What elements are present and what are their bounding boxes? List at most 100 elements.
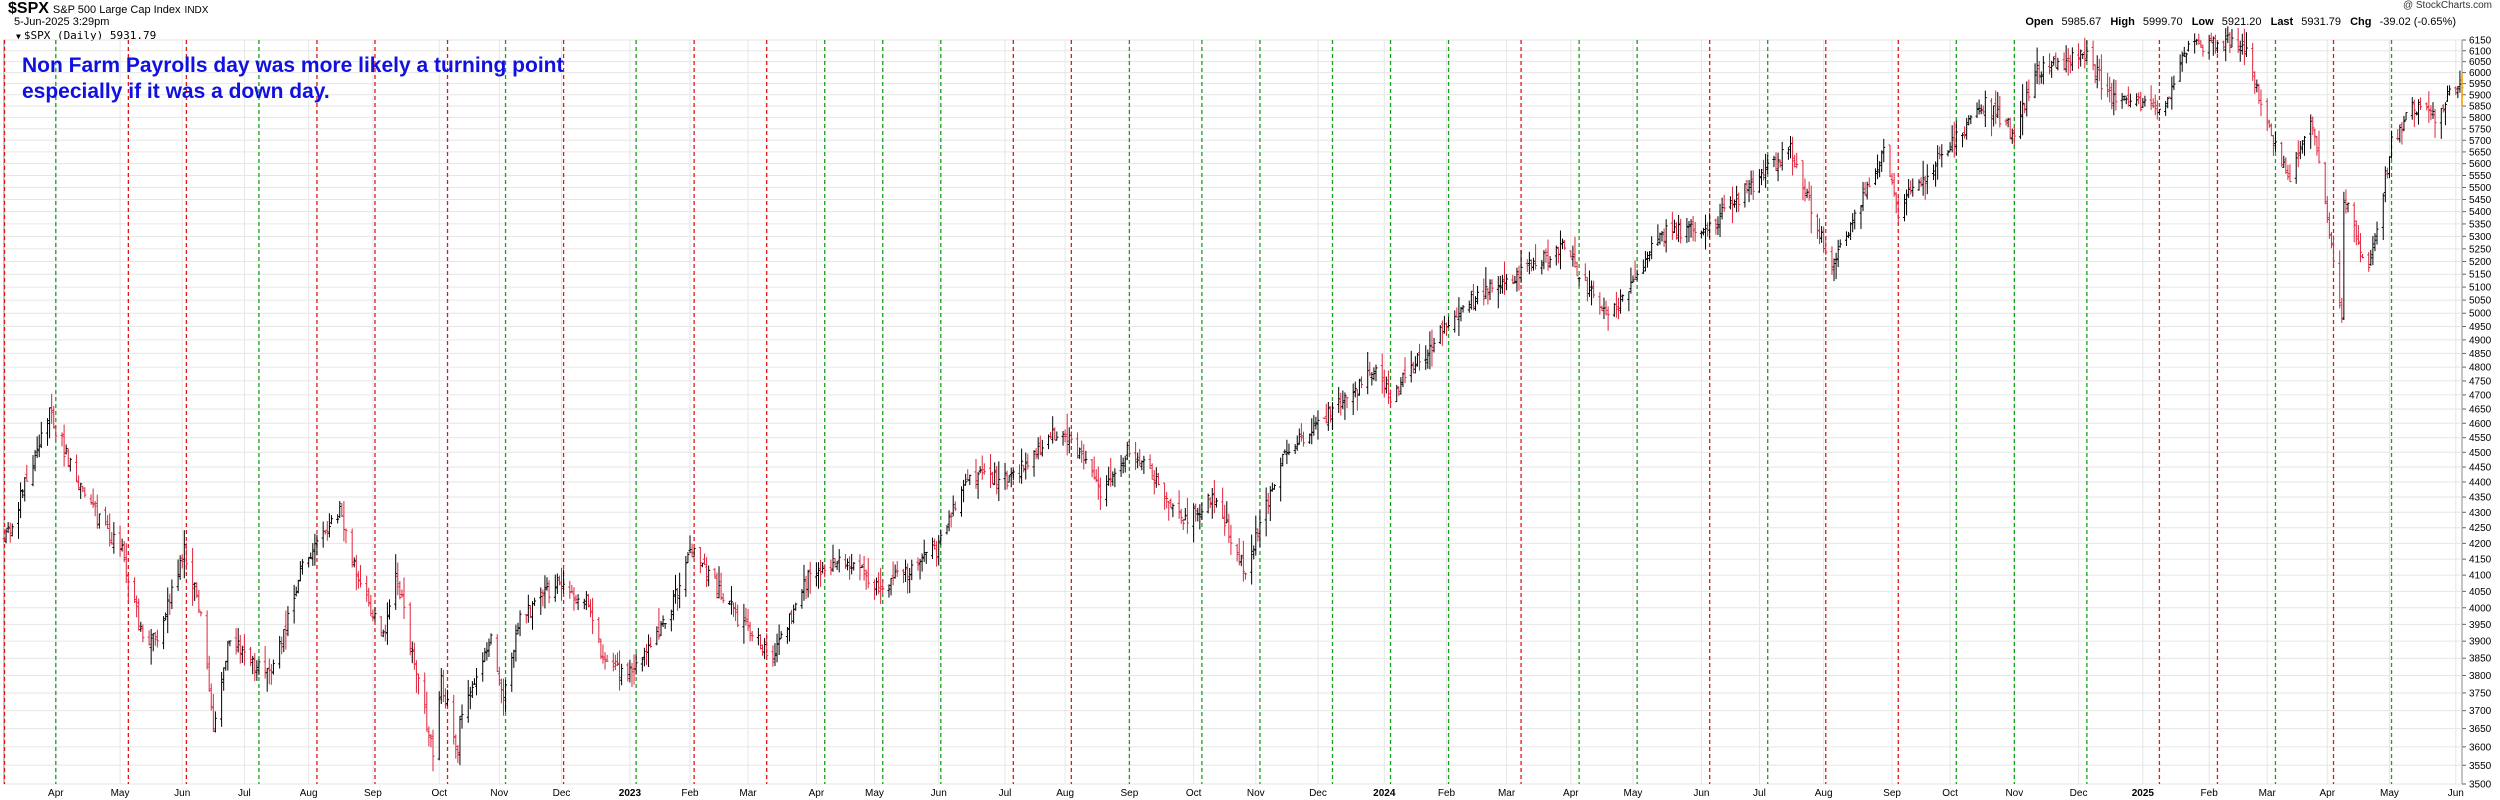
ohlc-bar <box>1563 240 1567 250</box>
ohlc-bar <box>501 678 505 716</box>
ohlc-bar <box>1772 155 1776 168</box>
ohlc-bar <box>1496 276 1500 309</box>
ohlc-bar <box>487 638 491 658</box>
ohlc-bar <box>964 473 968 486</box>
ohlc-bar <box>512 649 516 668</box>
ohlc-bar <box>514 624 518 662</box>
ohlc-bar <box>472 678 476 685</box>
ohlc-bar <box>2139 91 2143 112</box>
chart-date: 5-Jun-2025 3:29pm <box>14 16 110 28</box>
ohlc-bar <box>1635 269 1639 281</box>
ohlc-bar <box>385 602 389 645</box>
ohlc-bar <box>1440 320 1444 347</box>
ohlc-bar <box>560 567 564 601</box>
annotation-line-1: Non Farm Payrolls day was more likely a … <box>22 54 564 77</box>
ohlc-bar <box>1038 435 1042 456</box>
ohlc-bar <box>727 600 731 605</box>
x-tick-label: Aug <box>1056 788 1074 799</box>
ohlc-bar <box>1720 197 1724 220</box>
ohlc-bar <box>976 471 980 499</box>
ohlc-bar <box>1011 469 1015 481</box>
ohlc-bar <box>1208 496 1212 509</box>
x-tick-label: Oct <box>1942 788 1958 799</box>
ohlc-bar <box>2048 53 2052 75</box>
ohlc-bar <box>2298 140 2302 160</box>
ohlc-bar <box>1853 209 1857 230</box>
ohlc-bar <box>1239 554 1243 567</box>
ohlc-bar <box>1571 245 1575 267</box>
ohlc-bar <box>2404 112 2408 121</box>
y-tick-label: 4900 <box>2469 335 2492 346</box>
ohlc-bar <box>904 559 908 583</box>
ohlc-bar <box>1171 503 1175 518</box>
ohlc-bar <box>2230 28 2234 48</box>
ohlc-bar <box>238 635 242 664</box>
exchange: INDX <box>184 5 209 16</box>
ohlc-bar <box>1751 170 1755 200</box>
ohlc-bar <box>2271 134 2275 156</box>
ohlc-bar <box>2178 54 2182 82</box>
y-tick-label: 4850 <box>2469 349 2492 360</box>
y-tick-label: 3950 <box>2469 620 2492 631</box>
ohlc-bar <box>2358 233 2362 263</box>
ohlc-bar <box>1990 98 1994 137</box>
ohlc-bar <box>966 469 970 482</box>
ohlc-bar <box>1730 186 1734 224</box>
ohlc-bar <box>2135 93 2139 107</box>
ohlc-bar <box>528 605 532 619</box>
ohlc-bar <box>2211 36 2215 56</box>
y-tick-label: 4000 <box>2469 603 2492 614</box>
ohlc-bar <box>1357 378 1361 396</box>
ohlc-bar <box>1546 239 1550 271</box>
ohlc-bar <box>2120 92 2124 109</box>
ohlc-bar <box>1111 471 1115 486</box>
ohlc-bar <box>814 562 818 587</box>
ohlc-bar <box>806 569 810 598</box>
ohlc-bar <box>2300 140 2304 154</box>
ohlc-bar <box>787 613 791 642</box>
ohlc-bar <box>852 562 856 571</box>
x-tick-label: Sep <box>1883 788 1901 799</box>
ohlc-bar <box>396 562 400 596</box>
ohlc-bar <box>802 564 806 601</box>
ohlc-bar <box>1351 383 1355 416</box>
ohlc-bar <box>1092 456 1096 480</box>
ohlc-bar <box>1722 194 1726 212</box>
ohlc-bar <box>647 634 651 667</box>
ohlc-bar <box>367 587 371 607</box>
ohlc-bar <box>195 582 199 598</box>
x-tick-label: Nov <box>1247 788 1265 799</box>
ohlc-bar <box>2151 98 2155 109</box>
x-tick-label: Jun <box>2448 788 2464 799</box>
ohlc-bar <box>2255 79 2259 93</box>
ohlc-bar <box>2064 45 2068 73</box>
ohlc-bar <box>1780 141 1784 171</box>
ohlc-bar <box>644 643 648 665</box>
ohlc-bar <box>800 589 804 609</box>
ohlc-bar <box>489 633 493 645</box>
y-tick-label: 4200 <box>2469 539 2492 550</box>
ohlc-bar <box>1803 178 1807 202</box>
ohlc-bar <box>688 535 692 554</box>
ohlc-bar <box>2126 86 2130 107</box>
ohlc-bar <box>1227 513 1231 543</box>
ohlc-bar <box>2056 57 2060 71</box>
y-tick-label: 5300 <box>2469 232 2492 243</box>
ohlc-bar <box>1759 168 1763 186</box>
ohlc-bar <box>605 654 609 662</box>
collapse-triangle-icon[interactable]: ▼ <box>16 32 21 41</box>
ohlc-bar <box>178 555 182 580</box>
ohlc-bar <box>1374 364 1378 382</box>
ohlc-bar <box>864 569 868 590</box>
ohlc-bar <box>8 522 12 543</box>
ohlc-bar <box>383 624 387 642</box>
ohlc-bar <box>676 588 680 611</box>
ohlc-bar <box>819 560 823 587</box>
open-label: Open <box>2025 16 2054 28</box>
ohlc-bar <box>887 584 891 598</box>
ohlc-bar <box>1859 205 1863 229</box>
ohlc-bar <box>427 726 431 747</box>
x-tick-label: Aug <box>300 788 318 799</box>
ohlc-bar <box>292 584 296 624</box>
